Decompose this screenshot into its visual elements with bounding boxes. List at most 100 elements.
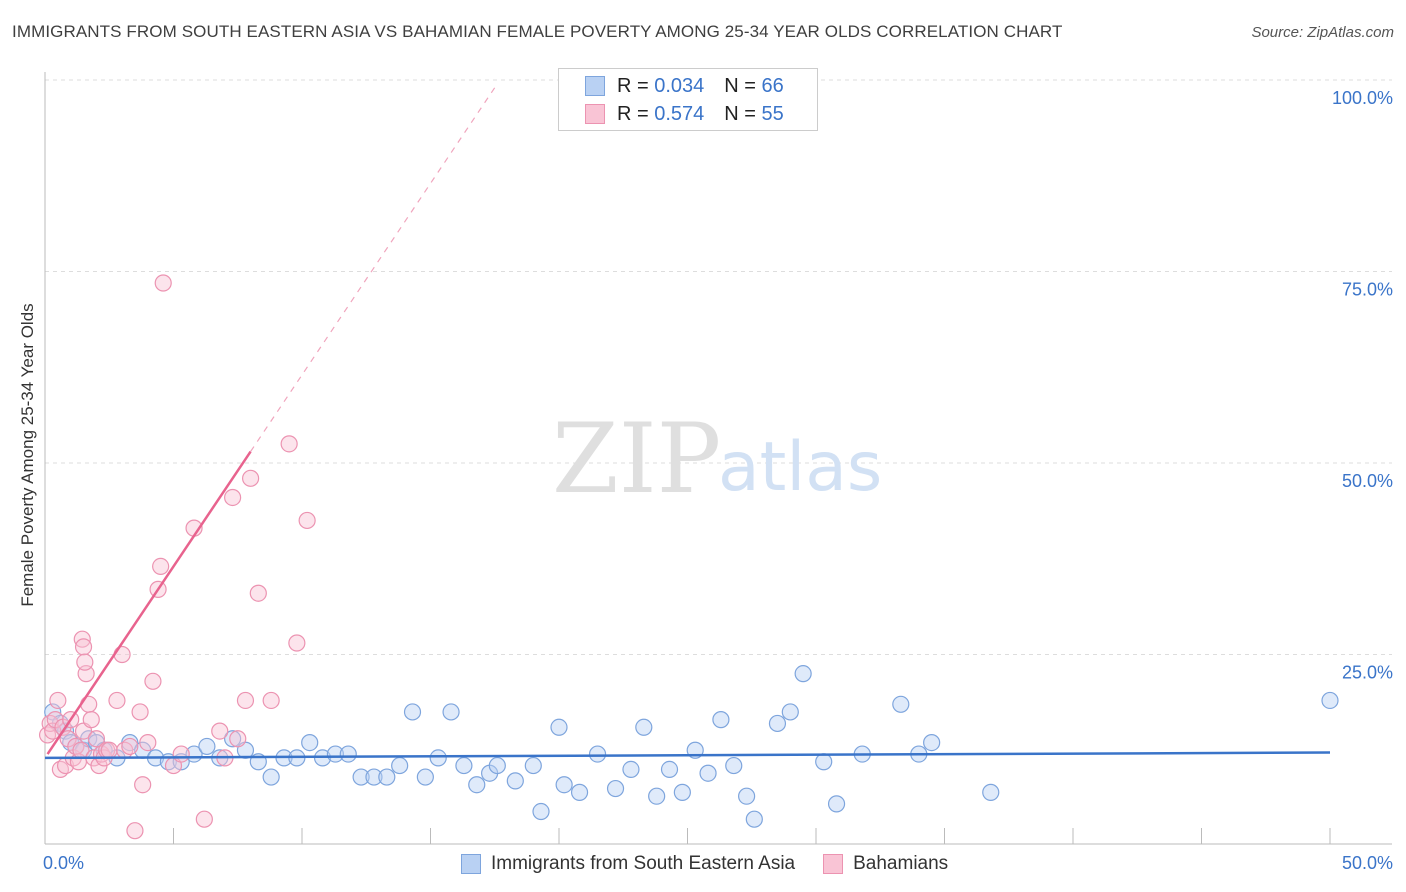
bahamians-point — [113, 645, 131, 664]
r-value-bahamians: 0.574 — [654, 102, 705, 125]
trend-lines — [44, 87, 1331, 760]
series-immigrants-points — [44, 665, 1339, 828]
correlation-legend: R = 0.034 N = 66 R = 0.574 N = 55 — [558, 68, 818, 131]
immigrants-point — [524, 756, 542, 775]
immigrants-point — [588, 745, 607, 763]
immigrants-point — [815, 753, 833, 771]
x-tick-label: 0.0% — [43, 853, 84, 873]
legend-row-immigrants: R = 0.034 N = 66 — [585, 74, 784, 98]
bahamians-point — [280, 435, 298, 453]
immigrants-point — [365, 768, 383, 786]
immigrants-point — [555, 776, 573, 794]
immigrants-point — [442, 703, 460, 721]
immigrants-point — [488, 756, 506, 775]
series-legend: Immigrants from South Eastern Asia Baham… — [461, 852, 976, 876]
source-credit: Source: ZipAtlas.com — [1251, 24, 1394, 41]
immigrants-point — [827, 795, 846, 813]
watermark-zip: ZIP — [552, 403, 721, 515]
legend-swatch-blue — [461, 854, 481, 874]
immigrants-point — [429, 749, 447, 767]
bahamians-point — [298, 511, 316, 530]
immigrants-point — [339, 745, 357, 763]
bahamians-point — [49, 691, 67, 710]
immigrants-point — [712, 711, 730, 729]
immigrants-point — [660, 760, 679, 779]
legend-item-immigrants[interactable]: Immigrants from South Eastern Asia — [461, 853, 795, 875]
immigrants-point — [982, 783, 1000, 801]
immigrants-point — [794, 665, 812, 683]
immigrants-point — [1321, 691, 1339, 710]
immigrants-point — [550, 718, 568, 736]
immigrants-point — [301, 733, 319, 752]
immigrants-point — [606, 779, 625, 798]
trend-line-immigrants — [44, 751, 1331, 760]
bahamians-point — [131, 703, 149, 721]
bahamians-point — [144, 672, 162, 690]
immigrants-point — [403, 703, 422, 721]
legend-label-bahamians: Bahamians — [853, 853, 949, 874]
bahamians-point — [154, 274, 172, 292]
series-bahamians-points — [38, 274, 316, 840]
r-label: R = — [617, 74, 649, 97]
bahamians-point — [82, 711, 100, 729]
x-tick-label: 50.0% — [1342, 853, 1393, 873]
immigrants-point — [673, 783, 691, 801]
n-label: N = — [724, 74, 756, 97]
immigrants-point — [622, 760, 640, 779]
immigrants-point — [635, 718, 653, 736]
bahamians-point — [87, 730, 106, 748]
x-tick-labels: 0.0% 50.0% — [43, 853, 1393, 873]
n-value-immigrants: 66 — [761, 74, 784, 97]
immigrants-point — [416, 768, 434, 786]
legend-row-bahamians: R = 0.574 N = 55 — [585, 102, 784, 126]
bahamians-point — [100, 741, 118, 759]
immigrants-point — [768, 714, 787, 733]
bahamians-point — [242, 469, 260, 487]
bahamians-point — [126, 822, 144, 840]
legend-swatch-pink — [585, 104, 605, 124]
immigrants-point — [468, 776, 486, 794]
y-tick-label: 75.0% — [1342, 280, 1393, 300]
y-tick-label: 25.0% — [1342, 663, 1393, 683]
immigrants-point — [781, 703, 799, 721]
legend-swatch-blue — [585, 76, 605, 96]
immigrants-point — [923, 733, 941, 752]
r-label: R = — [617, 102, 649, 125]
bahamians-point — [229, 730, 247, 748]
bahamians-point — [80, 695, 98, 713]
immigrants-point — [506, 772, 524, 790]
immigrants-point — [745, 810, 763, 828]
bahamians-point — [108, 691, 126, 710]
gridlines — [45, 79, 1392, 655]
immigrants-point — [725, 756, 743, 775]
bahamians-point — [288, 634, 306, 652]
bahamians-point — [76, 653, 94, 671]
legend-label-immigrants: Immigrants from South Eastern Asia — [491, 853, 796, 874]
immigrants-point — [326, 745, 345, 763]
bahamians-point — [74, 638, 93, 656]
n-label: N = — [724, 102, 756, 125]
bahamians-point — [249, 584, 267, 602]
trend-line-bahamians-extension — [250, 87, 496, 452]
immigrants-point — [224, 730, 242, 748]
immigrants-point — [892, 695, 910, 713]
immigrants-point — [391, 756, 409, 775]
watermark-atlas: atlas — [718, 428, 882, 507]
y-tick-labels: 25.0% 50.0% 75.0% 100.0% — [1332, 88, 1393, 683]
immigrants-point — [262, 768, 280, 786]
bahamians-point — [121, 737, 139, 756]
immigrants-point — [648, 787, 666, 805]
bahamians-point — [152, 557, 170, 576]
bahamians-point — [172, 745, 190, 763]
bahamians-point — [134, 776, 152, 794]
y-tick-label: 50.0% — [1342, 471, 1393, 491]
r-value-immigrants: 0.034 — [654, 74, 705, 97]
immigrants-point — [570, 783, 589, 801]
immigrants-point — [699, 764, 717, 782]
legend-swatch-pink — [823, 854, 844, 874]
legend-item-bahamians[interactable]: Bahamians — [823, 853, 948, 875]
immigrants-point — [198, 737, 216, 756]
watermark: ZIP atlas — [552, 403, 882, 515]
bahamians-point — [262, 691, 280, 710]
